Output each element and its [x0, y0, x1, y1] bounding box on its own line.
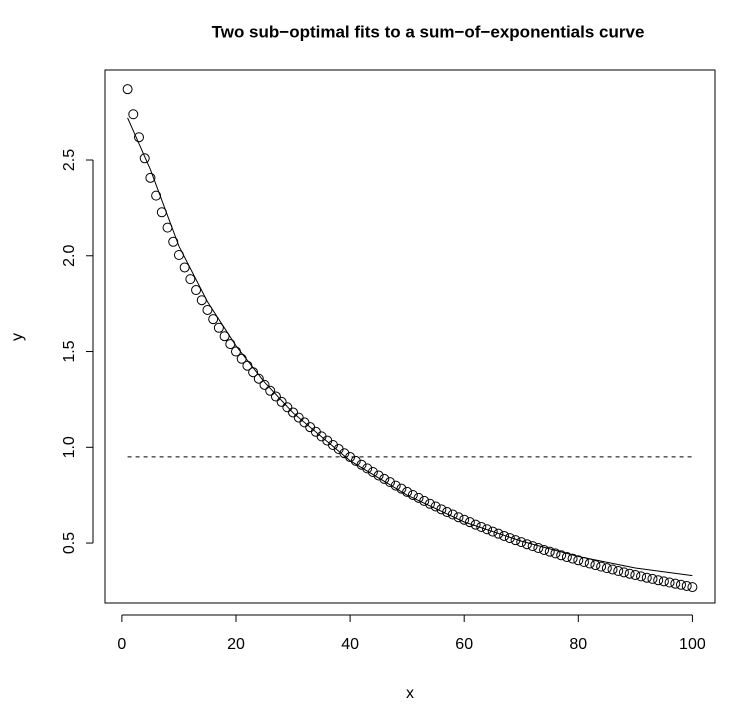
- data-point: [122, 84, 133, 95]
- data-point: [282, 402, 293, 413]
- data-point: [630, 570, 641, 581]
- chart-title: Two sub−optimal fits to a sum−of−exponen…: [212, 22, 645, 41]
- data-point: [407, 489, 418, 500]
- data-point: [510, 535, 521, 546]
- data-point: [413, 492, 424, 503]
- data-point: [601, 563, 612, 574]
- data-point: [641, 572, 652, 583]
- data-point: [675, 579, 686, 590]
- y-tick-label: 2.5: [61, 149, 78, 171]
- x-tick-label: 40: [341, 636, 359, 653]
- data-point: [270, 391, 281, 402]
- data-point: [225, 339, 236, 350]
- data-point: [219, 331, 230, 342]
- data-point: [487, 526, 498, 537]
- data-point: [556, 550, 567, 561]
- data-point: [596, 561, 607, 572]
- data-point: [653, 575, 664, 586]
- data-point: [533, 543, 544, 554]
- data-point: [618, 567, 629, 578]
- data-point: [339, 448, 350, 459]
- data-point: [647, 573, 658, 584]
- data-point: [527, 541, 538, 552]
- data-point: [139, 153, 150, 164]
- data-point: [579, 557, 590, 568]
- data-point: [544, 546, 555, 557]
- data-point: [521, 539, 532, 550]
- x-tick-label: 100: [679, 636, 706, 653]
- data-point: [476, 521, 487, 532]
- data-point: [504, 533, 515, 544]
- y-tick-label: 2.0: [61, 245, 78, 267]
- x-tick-label: 20: [227, 636, 245, 653]
- data-point: [584, 558, 595, 569]
- y-tick-label: 1.0: [61, 436, 78, 458]
- x-axis-label: x: [406, 685, 414, 702]
- data-point: [191, 285, 202, 296]
- data-point: [208, 314, 219, 325]
- data-point: [573, 555, 584, 566]
- data-point: [145, 172, 156, 183]
- data-point: [681, 580, 692, 591]
- data-point: [550, 548, 561, 559]
- data-point: [561, 552, 572, 563]
- data-point: [613, 566, 624, 577]
- data-point: [288, 407, 299, 418]
- data-point: [636, 571, 647, 582]
- data-point: [134, 132, 145, 143]
- data-point: [607, 564, 618, 575]
- data-point: [202, 304, 213, 315]
- data-point: [276, 396, 287, 407]
- data-point: [493, 528, 504, 539]
- data-point: [179, 262, 190, 273]
- fit-line: [127, 117, 693, 577]
- x-tick-label: 0: [117, 636, 126, 653]
- plot-box: [104, 69, 716, 604]
- data-point: [664, 577, 675, 588]
- y-axis-label: y: [9, 333, 26, 341]
- data-point: [567, 553, 578, 564]
- data-point: [539, 544, 550, 555]
- data-point: [670, 578, 681, 589]
- data-point: [624, 568, 635, 579]
- data-point: [185, 274, 196, 285]
- y-tick-label: 1.5: [61, 340, 78, 362]
- data-point: [590, 560, 601, 571]
- data-point: [265, 385, 276, 396]
- data-point: [419, 495, 430, 506]
- data-point: [687, 582, 698, 593]
- x-tick-label: 60: [455, 636, 473, 653]
- x-tick-label: 80: [569, 636, 587, 653]
- data-point: [499, 530, 510, 541]
- data-point: [213, 322, 224, 333]
- data-point: [128, 109, 139, 120]
- data-point: [482, 524, 493, 535]
- data-point: [658, 576, 669, 587]
- data-point: [259, 379, 270, 390]
- y-tick-label: 0.5: [61, 532, 78, 554]
